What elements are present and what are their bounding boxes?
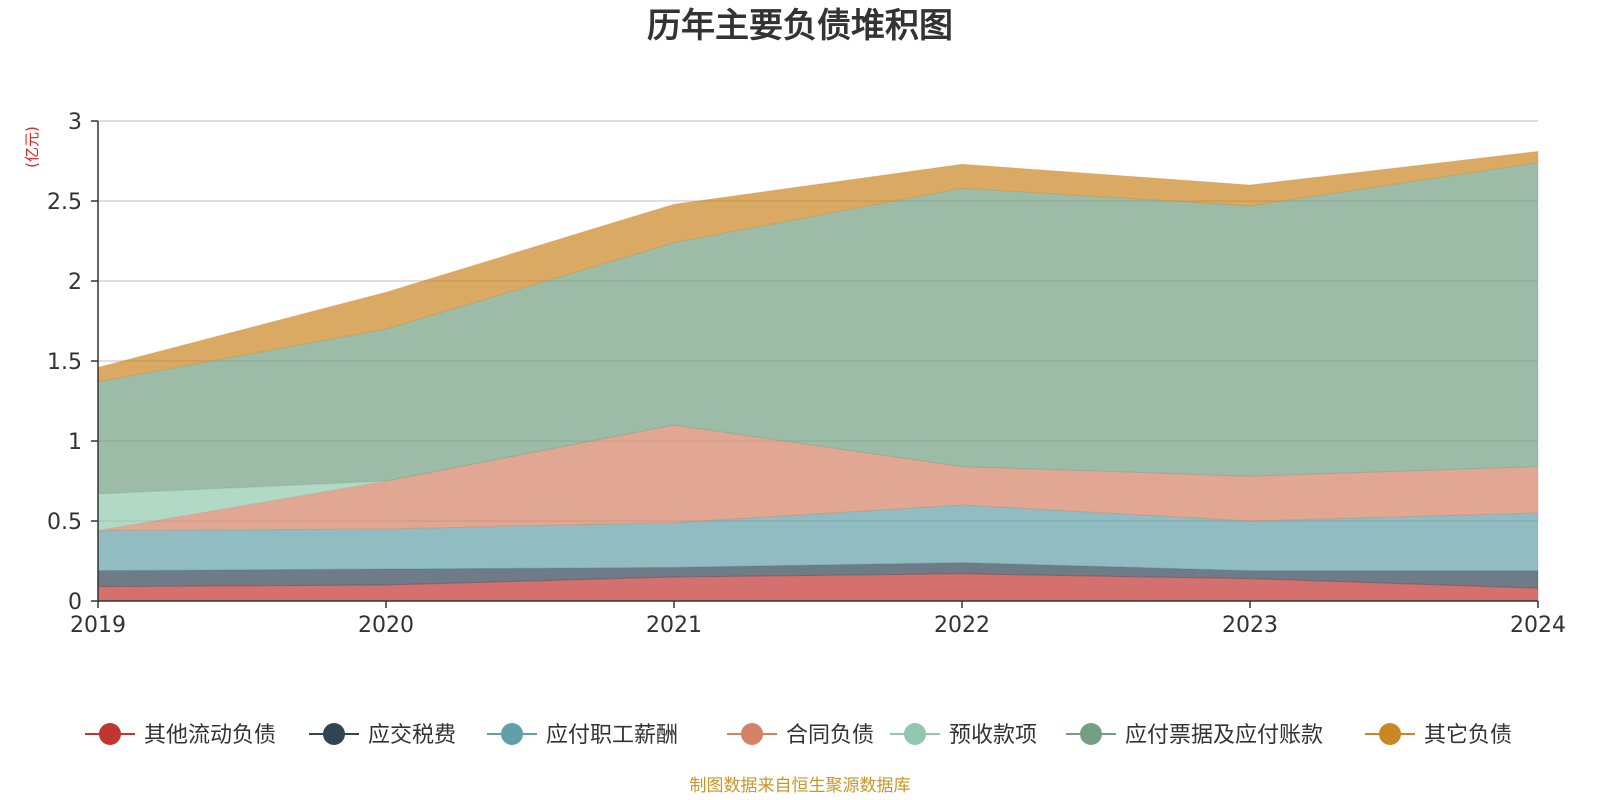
y-tick-label: 2.5 bbox=[47, 190, 82, 215]
legend-label: 合同负债 bbox=[786, 723, 874, 748]
y-tick-label: 3 bbox=[68, 110, 82, 135]
legend-item[interactable]: 应交税费 bbox=[309, 723, 456, 748]
legend-item[interactable]: 应付职工薪酬 bbox=[487, 723, 678, 748]
legend-item[interactable]: 其它负债 bbox=[1365, 723, 1512, 748]
legend-marker bbox=[1080, 723, 1102, 745]
legend-label: 其它负债 bbox=[1424, 723, 1512, 748]
x-tick-label: 2020 bbox=[358, 613, 414, 638]
legend-marker bbox=[904, 723, 926, 745]
legend-label: 其他流动负债 bbox=[144, 723, 276, 748]
x-tick-label: 2019 bbox=[70, 613, 126, 638]
y-tick-label: 0.5 bbox=[47, 510, 82, 535]
legend: 其他流动负债 应交税费 应付职工薪酬 合同负债 预收款项 应付票据及应付账款 其它负债 bbox=[85, 723, 1512, 748]
legend-marker bbox=[99, 723, 121, 745]
chart-title: 历年主要负债堆积图 bbox=[647, 6, 953, 46]
y-axis-ticks: 0 0.5 1 1.5 2 2.5 3 bbox=[47, 110, 98, 615]
y-tick-label: 2 bbox=[68, 270, 82, 295]
area-4 bbox=[97, 424, 1539, 532]
legend-label: 应付职工薪酬 bbox=[546, 723, 678, 748]
legend-label: 预收款项 bbox=[949, 723, 1037, 748]
y-tick-label: 0 bbox=[68, 590, 82, 615]
x-tick-label: 2021 bbox=[646, 613, 702, 638]
legend-marker bbox=[501, 723, 523, 745]
legend-marker bbox=[323, 723, 345, 745]
legend-label: 应交税费 bbox=[368, 723, 456, 748]
legend-marker bbox=[1379, 723, 1401, 745]
x-tick-label: 2023 bbox=[1222, 613, 1278, 638]
legend-marker bbox=[741, 723, 763, 745]
legend-item[interactable]: 合同负债 bbox=[727, 723, 874, 748]
y-tick-label: 1 bbox=[68, 430, 82, 455]
legend-item[interactable]: 预收款项 bbox=[890, 723, 1037, 748]
x-tick-label: 2024 bbox=[1510, 613, 1566, 638]
x-axis-ticks: 2019 2020 2021 2022 2023 2024 bbox=[70, 601, 1566, 638]
y-axis-unit: (亿元) bbox=[23, 126, 41, 168]
y-tick-label: 1.5 bbox=[47, 350, 82, 375]
legend-label: 应付票据及应付账款 bbox=[1125, 723, 1323, 748]
legend-item[interactable]: 应付票据及应付账款 bbox=[1066, 723, 1323, 748]
area-7 bbox=[97, 150, 1539, 383]
x-tick-label: 2022 bbox=[934, 613, 990, 638]
legend-item[interactable]: 其他流动负债 bbox=[85, 723, 276, 748]
data-source-note: 制图数据来自恒生聚源数据库 bbox=[690, 776, 911, 796]
area-series bbox=[97, 150, 1539, 602]
